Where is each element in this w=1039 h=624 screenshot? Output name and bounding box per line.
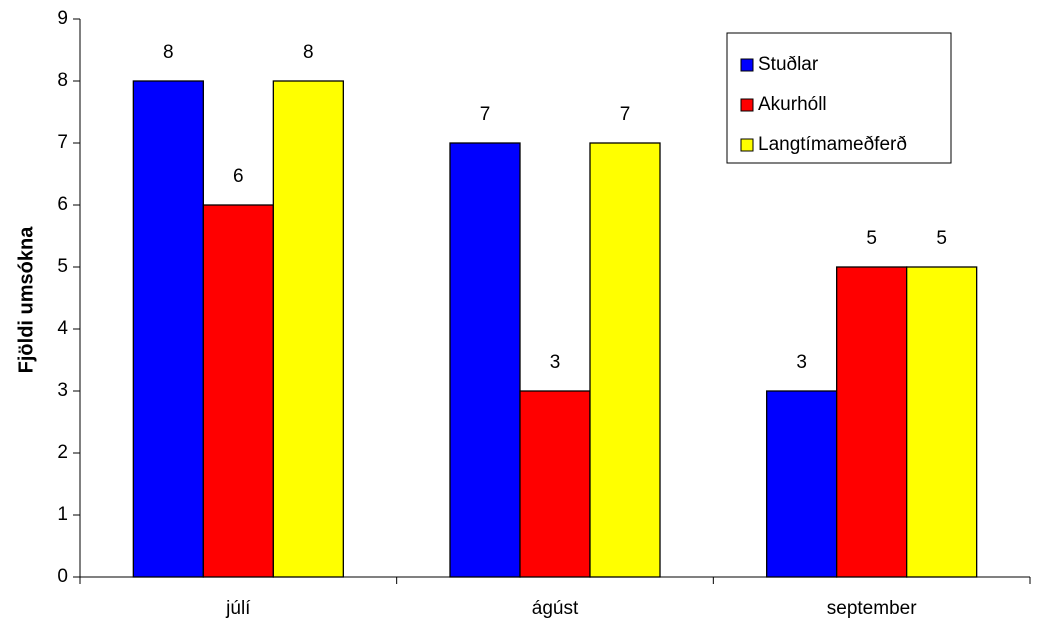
axes: [79, 19, 1030, 578]
legend-label: Langtímameðferð: [758, 134, 907, 155]
data-label: 3: [796, 352, 807, 373]
bar: [589, 142, 661, 578]
legend: Stuðlar Akurhóll Langtímameðferð: [726, 32, 952, 164]
x-axis-categories: júlí ágúst september: [79, 577, 1031, 619]
data-label: 8: [163, 42, 174, 63]
y-tick-label: 3: [57, 380, 68, 401]
legend-label: Stuðlar: [758, 54, 819, 75]
y-tick-label: 8: [57, 70, 68, 91]
data-label: 3: [550, 352, 561, 373]
data-label: 6: [233, 166, 244, 187]
x-category-label: september: [827, 598, 917, 619]
bar: [766, 390, 838, 578]
bar: [449, 142, 521, 578]
y-tick-label: 1: [57, 504, 68, 525]
data-label: 5: [936, 228, 947, 249]
y-axis-label: Fjöldi umsókna: [15, 226, 37, 374]
data-label: 5: [866, 228, 877, 249]
legend-swatch: [740, 58, 754, 72]
data-labels-group: 8 6 8 7 3 7 3 5 5: [163, 42, 947, 373]
bar: [906, 266, 978, 578]
bar: [132, 80, 204, 578]
bar: [202, 204, 274, 578]
x-category-label: júlí: [225, 598, 251, 619]
y-tick-label: 2: [57, 442, 68, 463]
y-axis-ticks: 0 1 2 3 4 5 6 7 8 9: [57, 8, 80, 587]
bar: [519, 390, 591, 578]
y-tick-label: 0: [57, 566, 68, 587]
y-tick-label: 9: [57, 8, 68, 29]
data-label: 7: [480, 104, 491, 125]
x-category-label: ágúst: [532, 598, 579, 619]
data-label: 7: [620, 104, 631, 125]
y-tick-label: 5: [57, 256, 68, 277]
y-tick-label: 4: [57, 318, 68, 339]
data-label: 8: [303, 42, 314, 63]
legend-box: [726, 32, 952, 164]
legend-label: Akurhóll: [758, 94, 827, 115]
legend-swatch: [740, 138, 754, 152]
y-tick-label: 7: [57, 132, 68, 153]
y-tick-label: 6: [57, 194, 68, 215]
legend-swatch: [740, 98, 754, 112]
bar: [836, 266, 908, 578]
bar: [272, 80, 344, 578]
